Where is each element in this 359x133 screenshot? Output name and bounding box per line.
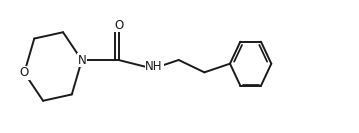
- Text: NH: NH: [145, 60, 163, 73]
- Text: N: N: [78, 54, 86, 67]
- Text: O: O: [115, 18, 124, 32]
- Text: O: O: [20, 66, 29, 79]
